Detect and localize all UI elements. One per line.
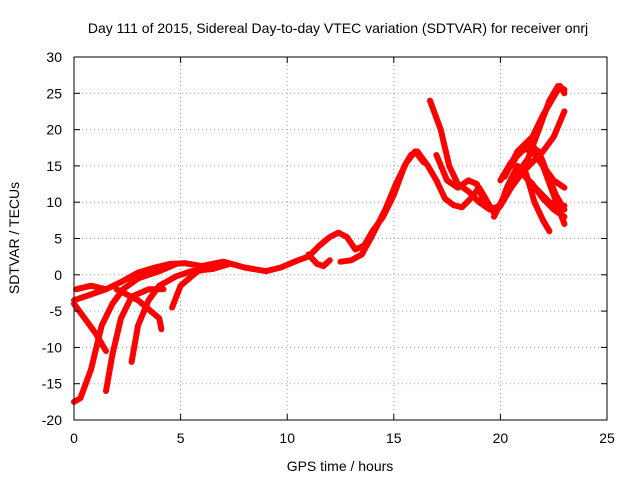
series-line-late-8	[529, 144, 568, 213]
series-line-early-4	[71, 286, 109, 304]
series-line-early-3	[103, 286, 167, 394]
y-tick-labels: -20 -15 -10 -5 0 5 10 15 20 25 30	[42, 49, 62, 428]
y-tick-label: 15	[46, 158, 62, 174]
chart-title: Day 111 of 2015, Sidereal Day-to-day VTE…	[88, 20, 588, 36]
y-tick-label: 25	[46, 85, 62, 101]
series-line-late-7	[518, 108, 568, 177]
y-tick-label: 20	[46, 122, 62, 138]
axis-ticks	[73, 56, 608, 421]
x-axis-label: GPS time / hours	[287, 458, 394, 474]
series-line-early-7	[113, 286, 165, 333]
x-tick-label: 0	[70, 430, 78, 446]
y-tick-label: -10	[42, 339, 62, 355]
series-line-early-1	[71, 260, 180, 405]
y-tick-label: -20	[42, 412, 62, 428]
x-tick-label: 25	[599, 430, 615, 446]
series-line-early-6	[169, 264, 216, 311]
series-group	[71, 83, 568, 405]
x-tick-label: 20	[493, 430, 509, 446]
y-tick-label: 10	[46, 194, 62, 210]
y-tick-label: 0	[54, 267, 62, 283]
x-tick-label: 10	[279, 430, 295, 446]
series-line-mid-1	[305, 251, 333, 270]
x-tick-label: 15	[386, 430, 402, 446]
series-line-mid-2	[337, 148, 427, 265]
y-tick-label: -5	[50, 303, 63, 319]
series-line-main	[73, 148, 568, 293]
y-tick-label: 30	[46, 49, 62, 65]
plot-frame	[73, 56, 608, 421]
y-axis-label: SDTVAR / TECUs	[6, 182, 22, 294]
x-tick-label: 5	[177, 430, 185, 446]
y-tick-label: 5	[54, 231, 62, 247]
y-tick-label: -15	[42, 376, 62, 392]
series-line-late-5	[491, 170, 553, 235]
x-tick-labels: 0 5 10 15 20 25	[70, 430, 615, 446]
grid-lines	[74, 57, 607, 420]
